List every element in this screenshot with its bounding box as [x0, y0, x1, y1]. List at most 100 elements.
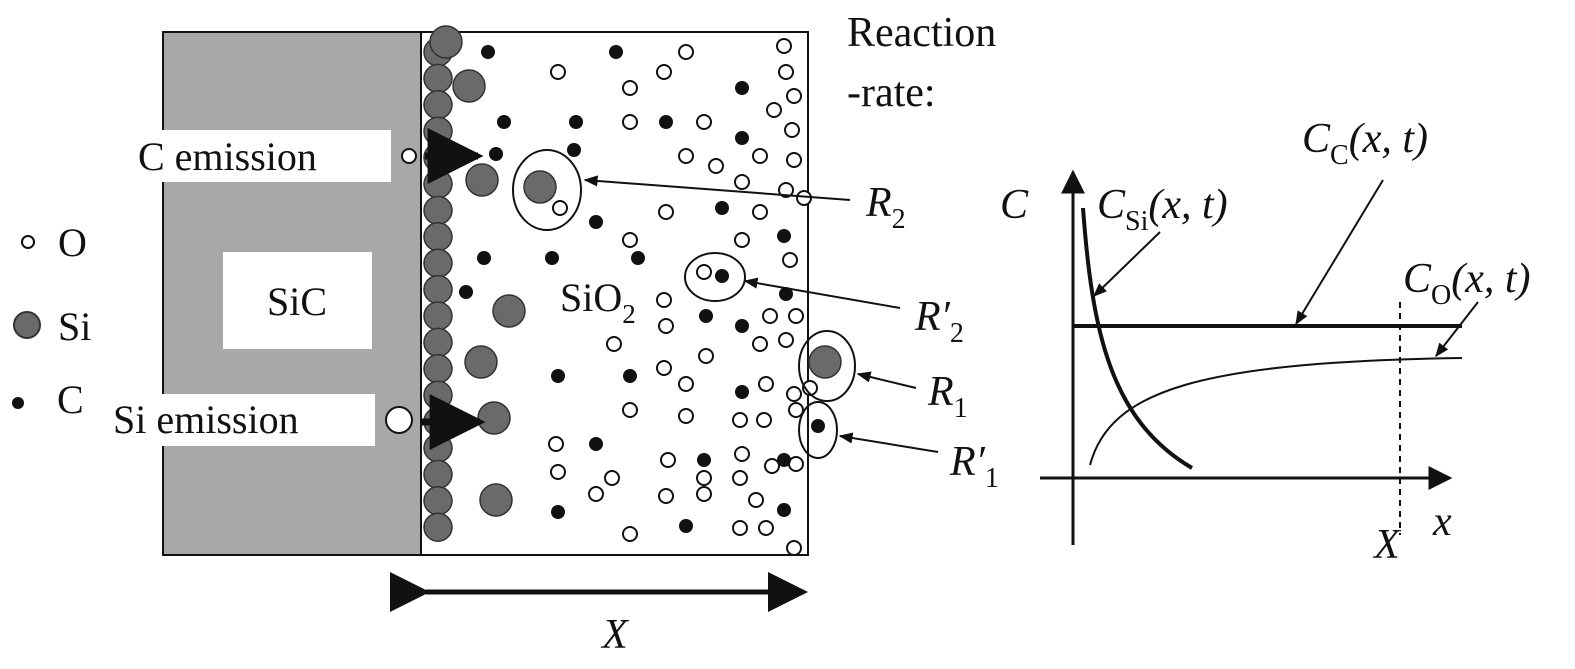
r2-label: R2 [865, 180, 906, 235]
o-atom [752, 148, 768, 164]
si-atom [479, 483, 513, 517]
c-atom [489, 147, 503, 161]
c-emission-label-bg [133, 130, 391, 182]
legend-si-atom [13, 311, 41, 339]
o-atom [776, 38, 792, 54]
o-atom [550, 64, 566, 80]
c-atom [477, 251, 491, 265]
si-atom [423, 354, 453, 384]
c-atom [623, 369, 637, 383]
o-atom [698, 348, 714, 364]
si-atom [423, 512, 453, 542]
c-atom [699, 309, 713, 323]
o-atom [658, 204, 674, 220]
si-atom [477, 401, 511, 435]
reaction-site-r1 [798, 330, 856, 402]
si-emission-atom [385, 406, 413, 434]
o-atom [708, 158, 724, 174]
o-atom [696, 470, 712, 486]
o-atom [758, 376, 774, 392]
c-emission: C emission [133, 128, 484, 184]
c-atom [679, 519, 693, 533]
interface-si-atoms [423, 37, 453, 542]
o-atom [622, 114, 638, 130]
o-atom [678, 148, 694, 164]
c-atom [589, 437, 603, 451]
o-atom [678, 408, 694, 424]
si-atom [523, 170, 557, 204]
graph-x-axis-label: x [1432, 499, 1452, 545]
si-atom [464, 345, 498, 379]
csi-pointer [1092, 231, 1161, 297]
o-atom [658, 318, 674, 334]
si-atom [423, 301, 453, 331]
o-atom [678, 376, 694, 392]
si-atom [423, 222, 453, 252]
si-emission: Si emission [110, 394, 486, 450]
o-atom [604, 470, 620, 486]
o-atom [756, 412, 772, 428]
o-atom [734, 232, 750, 248]
o-atom [788, 456, 804, 472]
c-atom [777, 453, 791, 467]
reaction-sites [512, 149, 856, 459]
c-atom [631, 251, 645, 265]
sio2-label: SiO2 [560, 275, 636, 329]
o-atom [550, 464, 566, 480]
o-atom [656, 64, 672, 80]
c-atom [715, 269, 729, 283]
o-atom [734, 446, 750, 462]
c-atom [777, 503, 791, 517]
c-atom [551, 369, 565, 383]
o-atom [658, 488, 674, 504]
legend: O Si C [12, 220, 91, 422]
o-atom [656, 360, 672, 376]
legend-o-atom [21, 235, 35, 249]
si-atom [808, 345, 842, 379]
o-atom [696, 486, 712, 502]
co-label: CO(x, t) [1403, 256, 1531, 311]
c-atom [589, 215, 603, 229]
reaction-rate-title-line1: Reaction [847, 10, 996, 56]
legend-si-label: Si [58, 304, 91, 349]
csi-label: CSi(x, t) [1097, 182, 1228, 237]
c-atom [551, 505, 565, 519]
c-atom [811, 419, 825, 433]
graph-x-marker-label: X [1372, 522, 1402, 568]
si-atom [423, 116, 453, 146]
o-atom [786, 152, 802, 168]
o-atom [766, 102, 782, 118]
o-atom [622, 526, 638, 542]
o-atom [732, 470, 748, 486]
sio2-region [420, 31, 809, 556]
c-atom [569, 115, 583, 129]
r1-prime-label: R′1 [949, 439, 999, 494]
c-atom [545, 251, 559, 265]
o-atom [656, 292, 672, 308]
o-atom [752, 204, 768, 220]
o-atom [748, 492, 764, 508]
si-atom [492, 294, 526, 328]
o-atom [552, 200, 568, 216]
o-atom [732, 412, 748, 428]
o-atom [778, 64, 794, 80]
si-atom [423, 327, 453, 358]
si-atom [423, 274, 453, 305]
si-atom [452, 69, 486, 103]
si-emission-label: Si emission [113, 397, 299, 442]
o-atom [788, 402, 804, 418]
c-emission-atom [401, 148, 417, 164]
o-atom [696, 114, 712, 130]
o-atom [796, 190, 812, 206]
c-atom [497, 115, 511, 129]
r1-prime-pointer [838, 432, 939, 453]
o-atom [696, 264, 712, 280]
c-atom [735, 385, 749, 399]
o-atom [752, 336, 768, 352]
si-atom [429, 25, 463, 59]
c-atom [779, 287, 793, 301]
si-atom [423, 459, 453, 490]
r1-pointer [856, 371, 917, 389]
o-atom [548, 436, 564, 452]
